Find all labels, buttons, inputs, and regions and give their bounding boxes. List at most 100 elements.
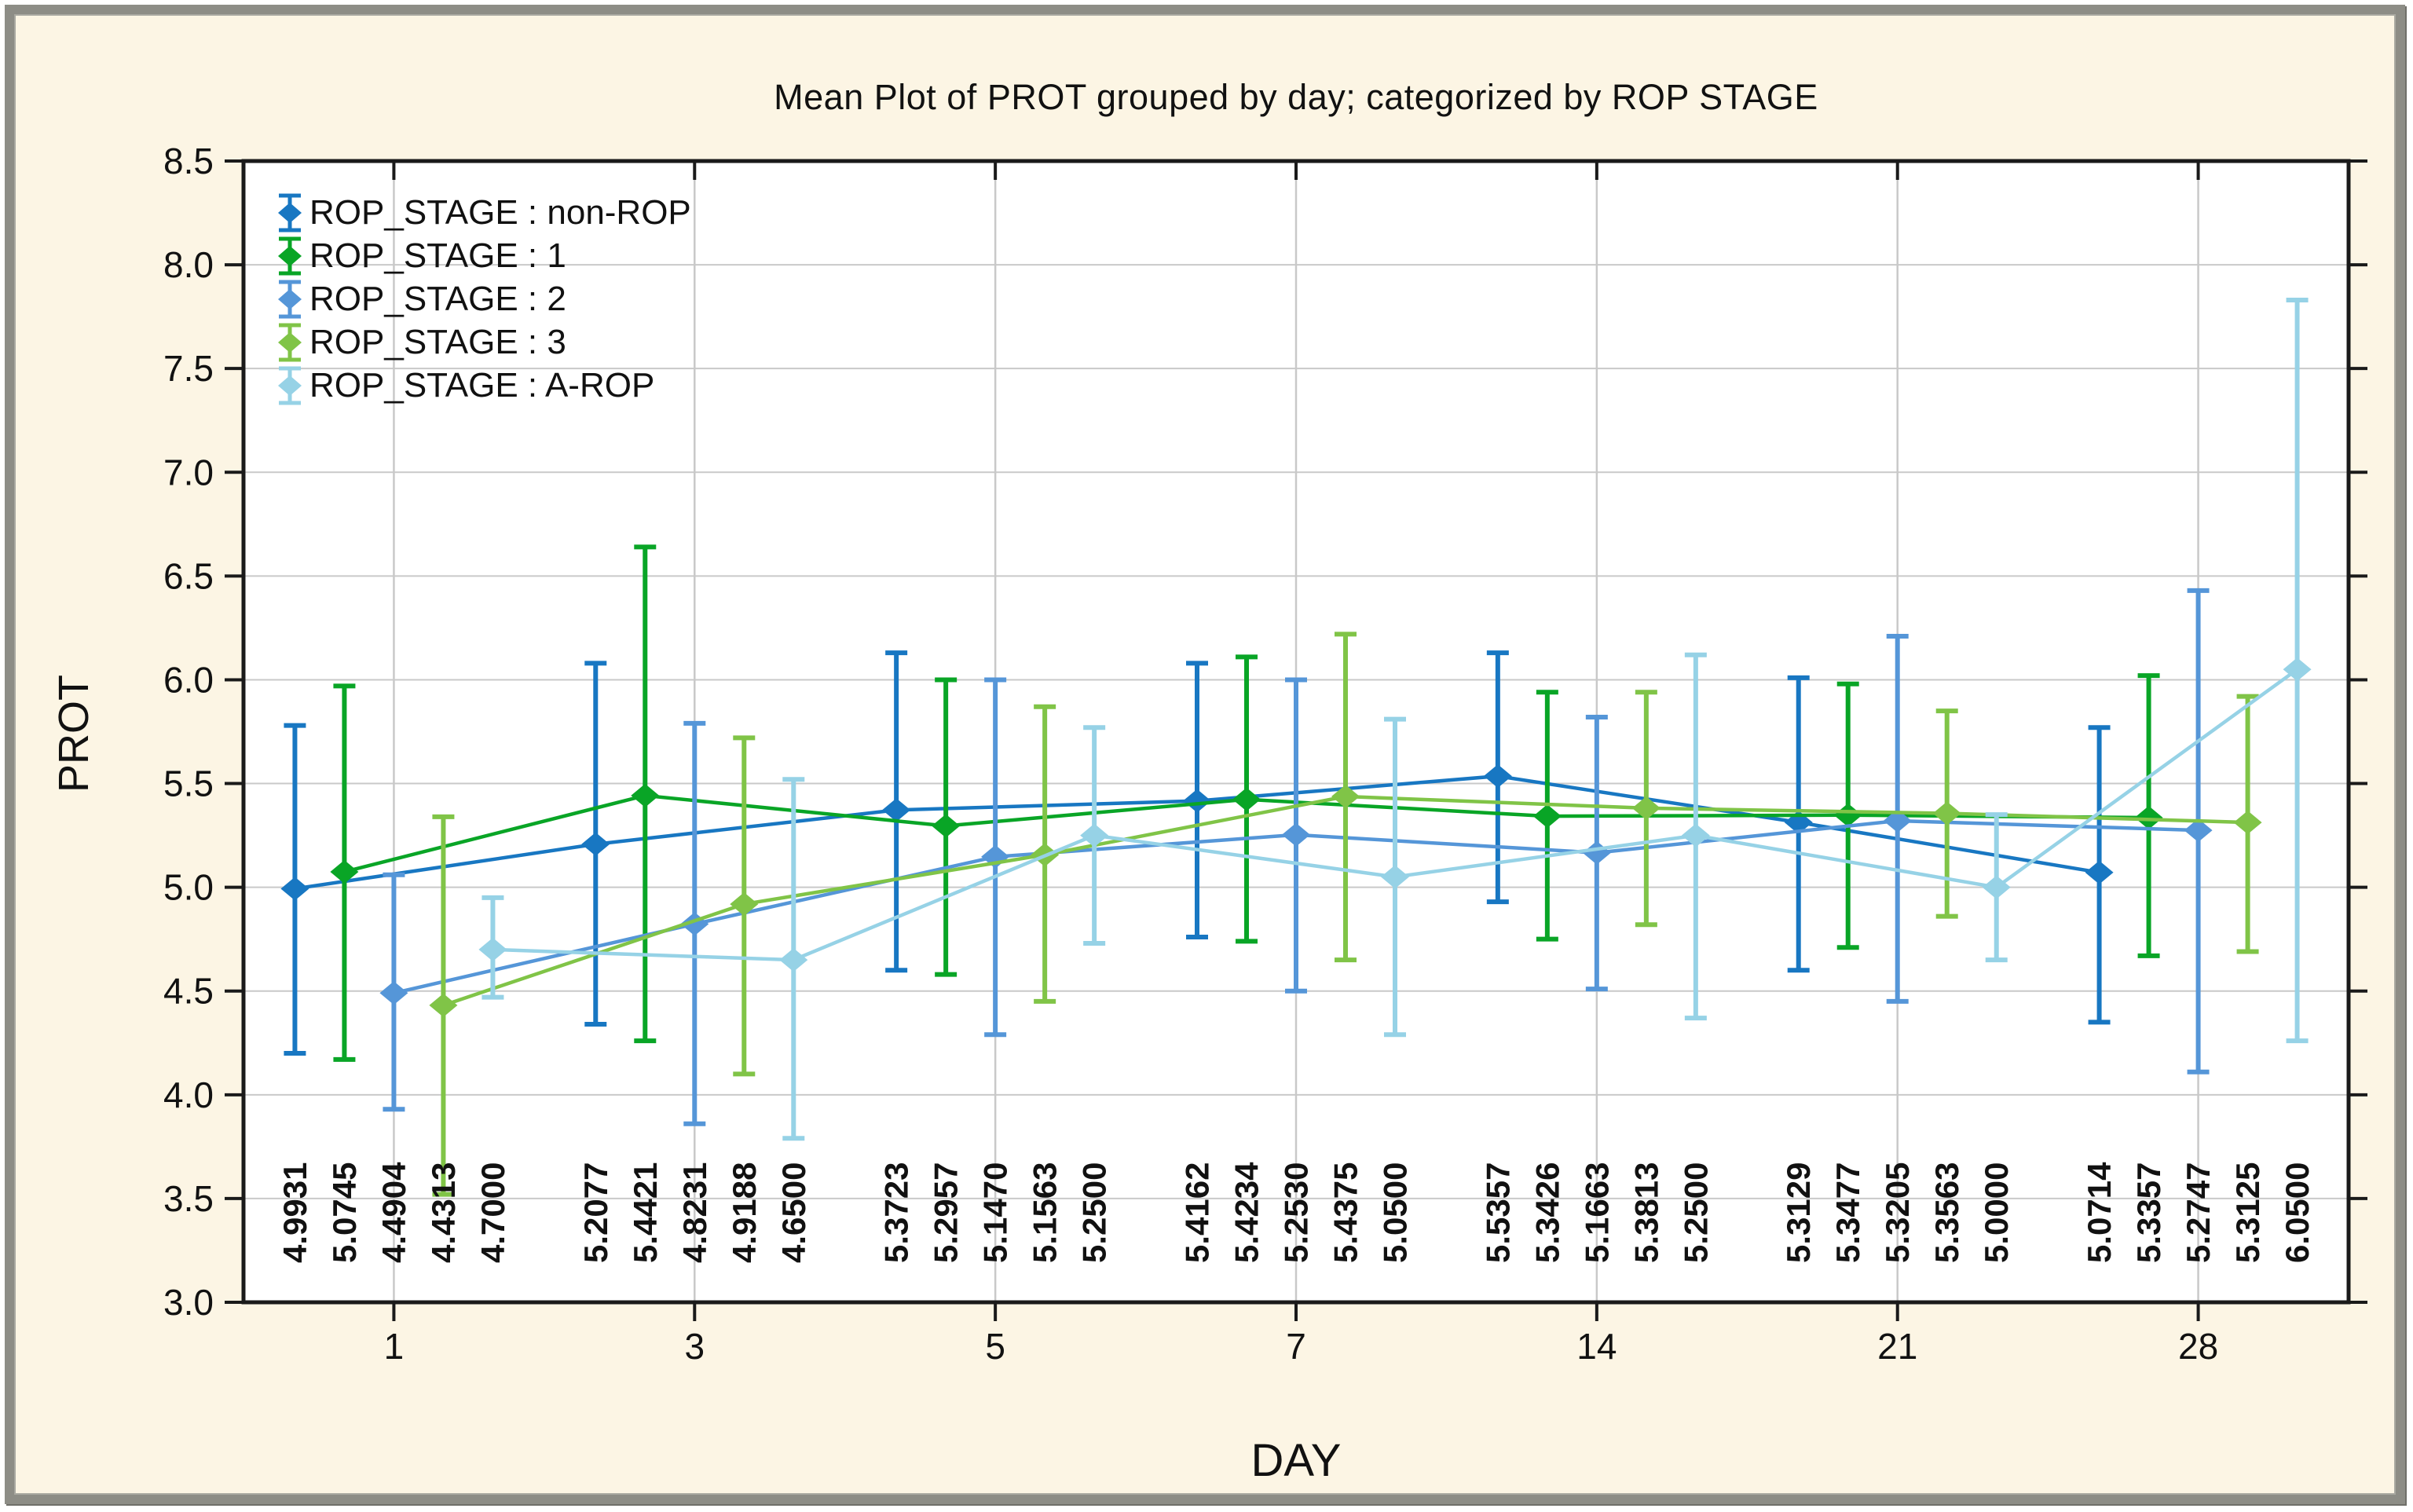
legend-label: ROP_STAGE : 3 [309, 322, 566, 361]
value-label: 5.2530 [1278, 1162, 1315, 1263]
data-point-marker [2134, 805, 2163, 829]
legend-marker-icon [278, 280, 302, 318]
legend-item: ROP_STAGE : non-ROP [273, 191, 691, 234]
value-label: 5.4375 [1327, 1162, 1364, 1263]
value-label: 4.9931 [276, 1162, 313, 1263]
series-rop-stage-3 [429, 632, 2262, 1197]
value-label: 5.3125 [2229, 1162, 2266, 1263]
legend-marker-icon [278, 193, 302, 232]
legend-item: ROP_STAGE : A-ROP [273, 364, 691, 407]
data-point-marker [2283, 657, 2312, 682]
value-label: 4.7000 [474, 1162, 511, 1263]
data-point-marker [330, 859, 359, 884]
data-point-marker [1631, 796, 1661, 820]
data-point-marker [932, 814, 961, 838]
data-point-marker [631, 783, 660, 807]
value-label: 5.0000 [1978, 1162, 2015, 1263]
value-labels: 4.9931 5.2077 5.3723 5.4162 5.5357 5.3129 5.07… [276, 1162, 2316, 1263]
value-label: 4.8231 [676, 1162, 713, 1263]
y-tick-label: 4.0 [163, 1075, 214, 1115]
data-point-marker [1483, 764, 1512, 789]
data-point-marker [1282, 822, 1310, 847]
legend-item: ROP_STAGE : 1 [273, 234, 691, 277]
data-point-marker [882, 798, 911, 822]
value-label: 5.1470 [977, 1162, 1014, 1263]
value-label: 5.2500 [1076, 1162, 1113, 1263]
legend-item: ROP_STAGE : 3 [273, 320, 691, 364]
data-point-marker [429, 993, 458, 1017]
y-tick-label: 8.5 [163, 141, 214, 181]
legend-label: ROP_STAGE : 2 [309, 279, 566, 318]
y-tick-label: 5.0 [163, 867, 214, 908]
legend-marker-icon [278, 236, 302, 275]
data-point-marker [1532, 804, 1562, 829]
x-tick-label: 14 [1576, 1326, 1617, 1367]
value-label: 5.5357 [1479, 1162, 1516, 1263]
y-tick-label: 4.5 [163, 971, 214, 1012]
value-label: 5.2747 [2180, 1162, 2217, 1263]
data-point-marker [1183, 789, 1211, 813]
x-tick-label: 7 [1286, 1326, 1306, 1367]
value-label: 5.3723 [878, 1162, 915, 1263]
series-rop-stage-2 [379, 588, 2213, 1126]
value-label: 5.3205 [1879, 1162, 1916, 1263]
data-point-marker [478, 937, 507, 961]
x-tick-label: 21 [1877, 1326, 1917, 1367]
y-tick-label: 6.5 [163, 555, 214, 596]
value-label: 5.2077 [577, 1162, 614, 1263]
data-point-marker [1833, 803, 1862, 827]
data-point-marker [1681, 823, 1710, 848]
x-tick-label: 1 [384, 1326, 405, 1367]
data-point-marker [1883, 808, 1912, 833]
y-tick-label: 7.0 [163, 452, 214, 492]
legend-marker-icon [278, 323, 302, 361]
x-tick-label: 28 [2178, 1326, 2218, 1367]
value-label: 5.3563 [1928, 1162, 1965, 1263]
data-point-marker [2233, 811, 2262, 835]
data-point-marker [1080, 823, 1109, 848]
axis-ticks [225, 159, 2367, 1321]
legend-label: ROP_STAGE : 1 [309, 236, 566, 275]
data-point-marker [779, 948, 808, 972]
value-label: 5.4162 [1179, 1162, 1216, 1263]
chart-legend: ROP_STAGE : non-ROP ROP_STAGE : 1 ROP_ST… [273, 191, 691, 407]
data-point-marker [581, 832, 610, 856]
y-tick-label: 5.5 [163, 763, 214, 804]
value-label: 5.4234 [1228, 1162, 1265, 1263]
value-label: 5.1663 [1578, 1162, 1615, 1263]
series-rop-stage-1 [330, 544, 2163, 1062]
y-tick-label: 3.5 [163, 1178, 214, 1219]
y-tick-label: 6.0 [163, 659, 214, 700]
legend-label: ROP_STAGE : A-ROP [309, 365, 655, 405]
data-point-marker [1331, 785, 1360, 809]
tick-labels: 8.5 8.0 7.5 7.0 6.5 6.0 5.5 5.0 4.5 4.0 3.5 3.0 1 3 5 7… [163, 141, 2218, 1367]
value-label: 4.4313 [425, 1162, 462, 1263]
legend-item: ROP_STAGE : 2 [273, 277, 691, 320]
value-label: 5.1563 [1027, 1162, 1064, 1263]
data-point-marker [379, 981, 408, 1005]
value-label: 5.3357 [2130, 1162, 2167, 1263]
x-axis-title: DAY [1250, 1435, 1342, 1486]
data-point-marker [2085, 860, 2114, 884]
y-tick-label: 8.0 [163, 244, 214, 285]
value-label: 4.6500 [775, 1162, 812, 1263]
value-label: 5.3813 [1628, 1162, 1664, 1263]
value-label: 5.0745 [326, 1162, 363, 1263]
value-label: 5.4421 [627, 1162, 664, 1263]
value-label: 5.0714 [2081, 1162, 2118, 1263]
y-tick-label: 7.5 [163, 348, 214, 389]
data-point-marker [1982, 875, 2011, 899]
series-rop-stage-a-rop [478, 298, 2312, 1141]
legend-label: ROP_STAGE : non-ROP [309, 192, 691, 232]
x-tick-label: 3 [684, 1326, 705, 1367]
value-label: 5.3129 [1780, 1162, 1817, 1263]
value-label: 5.0500 [1377, 1162, 1414, 1263]
value-label: 5.3426 [1529, 1162, 1565, 1263]
chart-title: Mean Plot of PROT grouped by day; catego… [774, 77, 1818, 117]
value-label: 5.2957 [928, 1162, 965, 1263]
legend-marker-icon [278, 366, 302, 405]
data-point-marker [1932, 801, 1961, 826]
data-point-marker [2184, 818, 2213, 843]
